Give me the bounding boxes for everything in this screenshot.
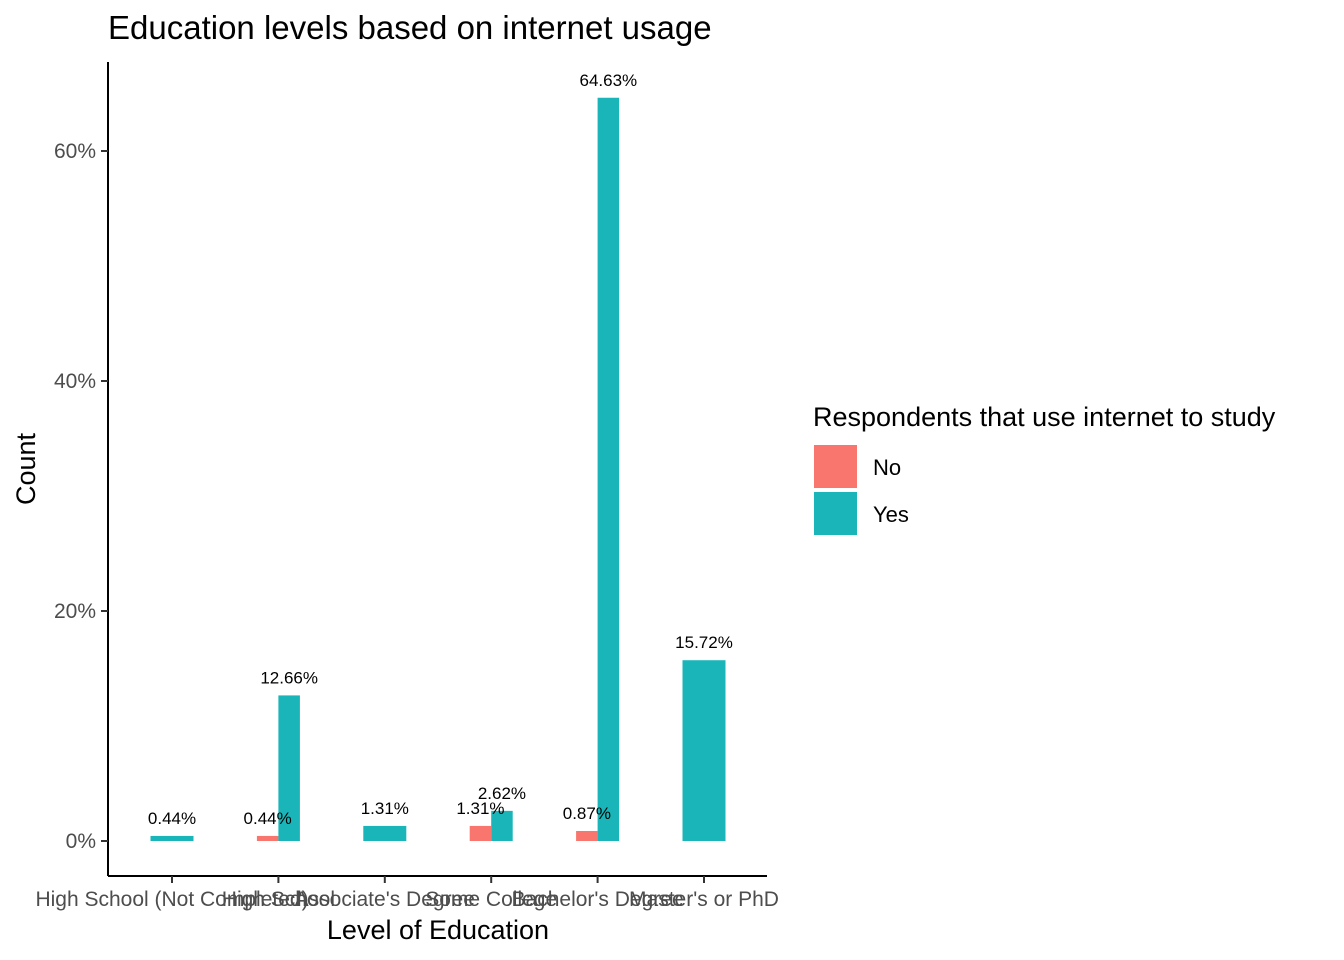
bar-no <box>256 835 279 841</box>
y-tick-label: 60% <box>54 140 96 163</box>
y-tick-label: 0% <box>66 830 96 853</box>
x-axis: High School (Not Completed)High SchoolAs… <box>35 875 779 911</box>
data-label: 0.87% <box>563 804 611 823</box>
bar-yes <box>150 835 194 841</box>
data-label: 0.44% <box>148 809 196 828</box>
y-tick-label: 20% <box>54 600 96 623</box>
bar-yes <box>491 810 513 841</box>
data-label: 64.63% <box>580 71 638 90</box>
bar-labels: 0.44% 0.44%12.66%1.31% 1.31%2.62%0.87%64.6… <box>148 71 733 828</box>
x-tick-label: Bachelor's Degree <box>512 888 684 911</box>
bar-yes <box>278 695 300 841</box>
chart-title: Education levels based on internet usage <box>108 9 712 46</box>
data-label: 1.31% <box>456 799 504 818</box>
bar-yes <box>682 660 726 841</box>
data-label: 2.62% <box>478 784 526 803</box>
legend-label-no: No <box>873 455 901 480</box>
data-label: 12.66% <box>260 668 318 687</box>
x-tick-label: Some College <box>425 888 557 911</box>
legend-swatch-yes <box>814 492 857 535</box>
bar-yes <box>597 97 620 841</box>
legend-swatch-no <box>814 445 857 488</box>
x-tick-label: Master's or PhD <box>629 888 779 911</box>
bar-yes <box>363 825 407 841</box>
legend-label-yes: Yes <box>873 502 909 527</box>
data-label: 1.31% <box>361 799 409 818</box>
data-label: 0.44% <box>244 809 292 828</box>
data-label: 15.72% <box>675 633 733 652</box>
x-tick-label: High School (Not Completed) <box>35 888 308 911</box>
x-axis-title: Level of Education <box>327 915 549 945</box>
x-tick-label: High School <box>222 888 335 911</box>
y-axis: 0% 20% 40% 60% <box>54 62 109 876</box>
y-axis-title: Count <box>11 432 41 505</box>
y-tick-label: 40% <box>54 370 96 393</box>
x-tick-label: Associate's Degree <box>295 888 475 911</box>
bars <box>150 97 726 841</box>
legend: Respondents that use internet to study N… <box>813 402 1276 535</box>
bar-no <box>469 825 492 841</box>
legend-title: Respondents that use internet to study <box>813 402 1276 432</box>
bar-no <box>576 830 598 841</box>
